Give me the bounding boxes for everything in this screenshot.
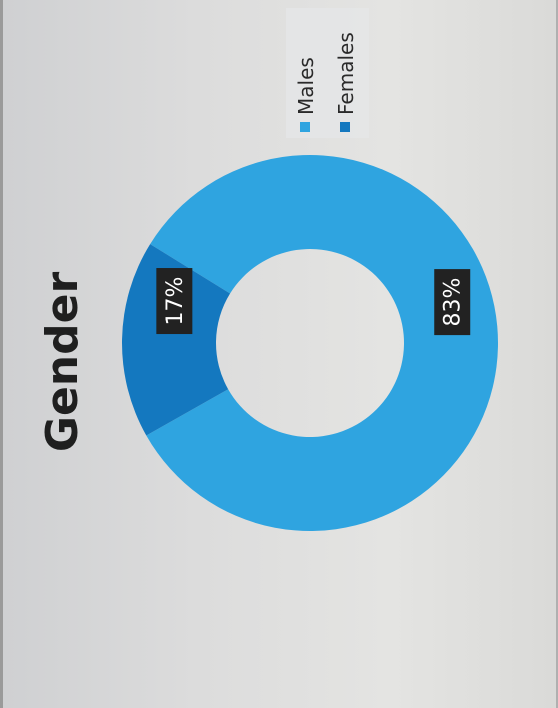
- data-label-text-males: 83%: [441, 278, 466, 327]
- legend-swatch-males: [300, 122, 310, 132]
- legend: Males Females: [286, 8, 369, 138]
- legend-background: [286, 8, 369, 138]
- donut-slice-females: [122, 244, 231, 436]
- donut-slice-males: [146, 154, 498, 531]
- data-label-males: 83%: [434, 269, 471, 336]
- gender-donut-chart: Gender Males Females 83% 17%: [37, 8, 498, 531]
- legend-swatch-females: [340, 122, 350, 132]
- legend-label-females: Females: [334, 32, 358, 115]
- data-labels: 83% 17%: [156, 268, 471, 336]
- donut-slices: [122, 154, 498, 531]
- data-label-females: 17%: [156, 268, 193, 335]
- chart-title: Gender: [37, 272, 88, 453]
- legend-label-males: Males: [294, 57, 318, 115]
- data-label-background: [156, 268, 193, 335]
- data-label-text-females: 17%: [163, 277, 188, 326]
- data-label-background: [434, 269, 471, 336]
